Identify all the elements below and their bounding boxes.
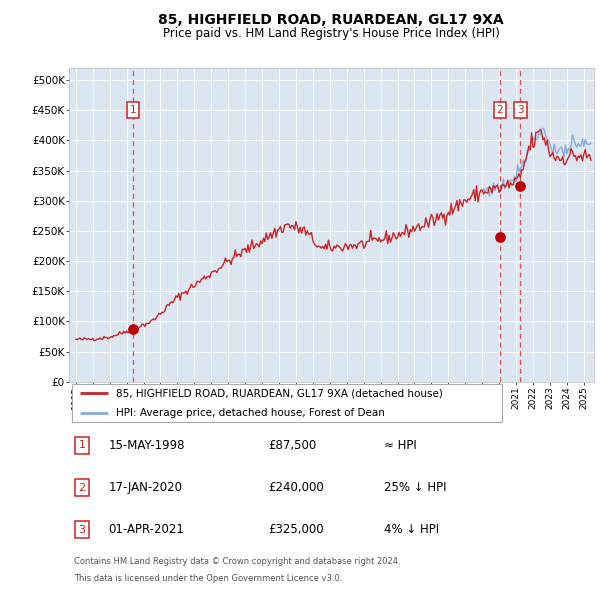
Point	[515, 181, 525, 191]
Point	[128, 324, 137, 334]
Point	[495, 232, 505, 242]
Text: HPI: Average price, detached house, Forest of Dean: HPI: Average price, detached house, Fore…	[116, 408, 385, 418]
Text: 2: 2	[497, 105, 503, 115]
Text: 3: 3	[517, 105, 524, 115]
Text: 4% ↓ HPI: 4% ↓ HPI	[384, 523, 439, 536]
Text: ≈ HPI: ≈ HPI	[384, 439, 417, 452]
Text: This data is licensed under the Open Government Licence v3.0.: This data is licensed under the Open Gov…	[74, 573, 343, 582]
Text: 17-JAN-2020: 17-JAN-2020	[109, 481, 182, 494]
Text: 85, HIGHFIELD ROAD, RUARDEAN, GL17 9XA (detached house): 85, HIGHFIELD ROAD, RUARDEAN, GL17 9XA (…	[116, 388, 443, 398]
Text: Price paid vs. HM Land Registry's House Price Index (HPI): Price paid vs. HM Land Registry's House …	[163, 27, 500, 40]
Text: 1: 1	[130, 105, 136, 115]
Text: Contains HM Land Registry data © Crown copyright and database right 2024.: Contains HM Land Registry data © Crown c…	[74, 557, 401, 566]
Text: £325,000: £325,000	[269, 523, 324, 536]
Text: 3: 3	[79, 525, 86, 535]
Text: 01-APR-2021: 01-APR-2021	[109, 523, 184, 536]
FancyBboxPatch shape	[71, 384, 502, 422]
Text: £87,500: £87,500	[269, 439, 317, 452]
Text: £240,000: £240,000	[269, 481, 324, 494]
Text: 15-MAY-1998: 15-MAY-1998	[109, 439, 185, 452]
Text: 85, HIGHFIELD ROAD, RUARDEAN, GL17 9XA: 85, HIGHFIELD ROAD, RUARDEAN, GL17 9XA	[158, 13, 504, 27]
Text: 1: 1	[79, 440, 86, 450]
Text: 2: 2	[79, 483, 86, 493]
Text: 25% ↓ HPI: 25% ↓ HPI	[384, 481, 446, 494]
